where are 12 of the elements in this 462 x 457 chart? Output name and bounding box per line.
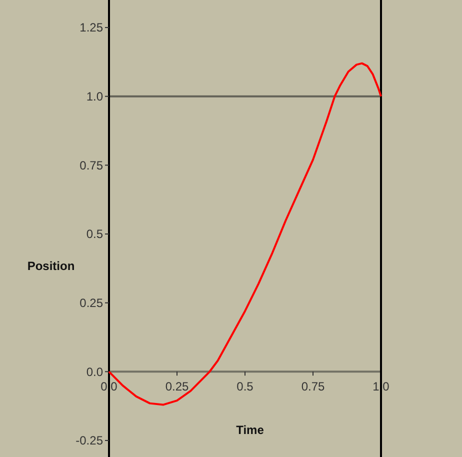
x-tick-label: 0.75 [301, 380, 325, 394]
y-tick-label: 1.25 [80, 20, 104, 35]
x-axis-title: Time [236, 423, 264, 437]
y-axis-title: Position [27, 259, 75, 273]
y-tick-label: -0.25 [76, 434, 104, 448]
y-tick-label: 0.25 [80, 296, 104, 310]
y-tick-label: 0.75 [80, 158, 104, 172]
x-tick-label: 0.5 [236, 380, 254, 394]
y-tick-label: 1.0 [86, 90, 104, 104]
y-tick-label: 0.5 [86, 227, 104, 242]
x-tick-label: 0.25 [165, 380, 189, 394]
y-tick-label: 0.0 [86, 364, 104, 379]
